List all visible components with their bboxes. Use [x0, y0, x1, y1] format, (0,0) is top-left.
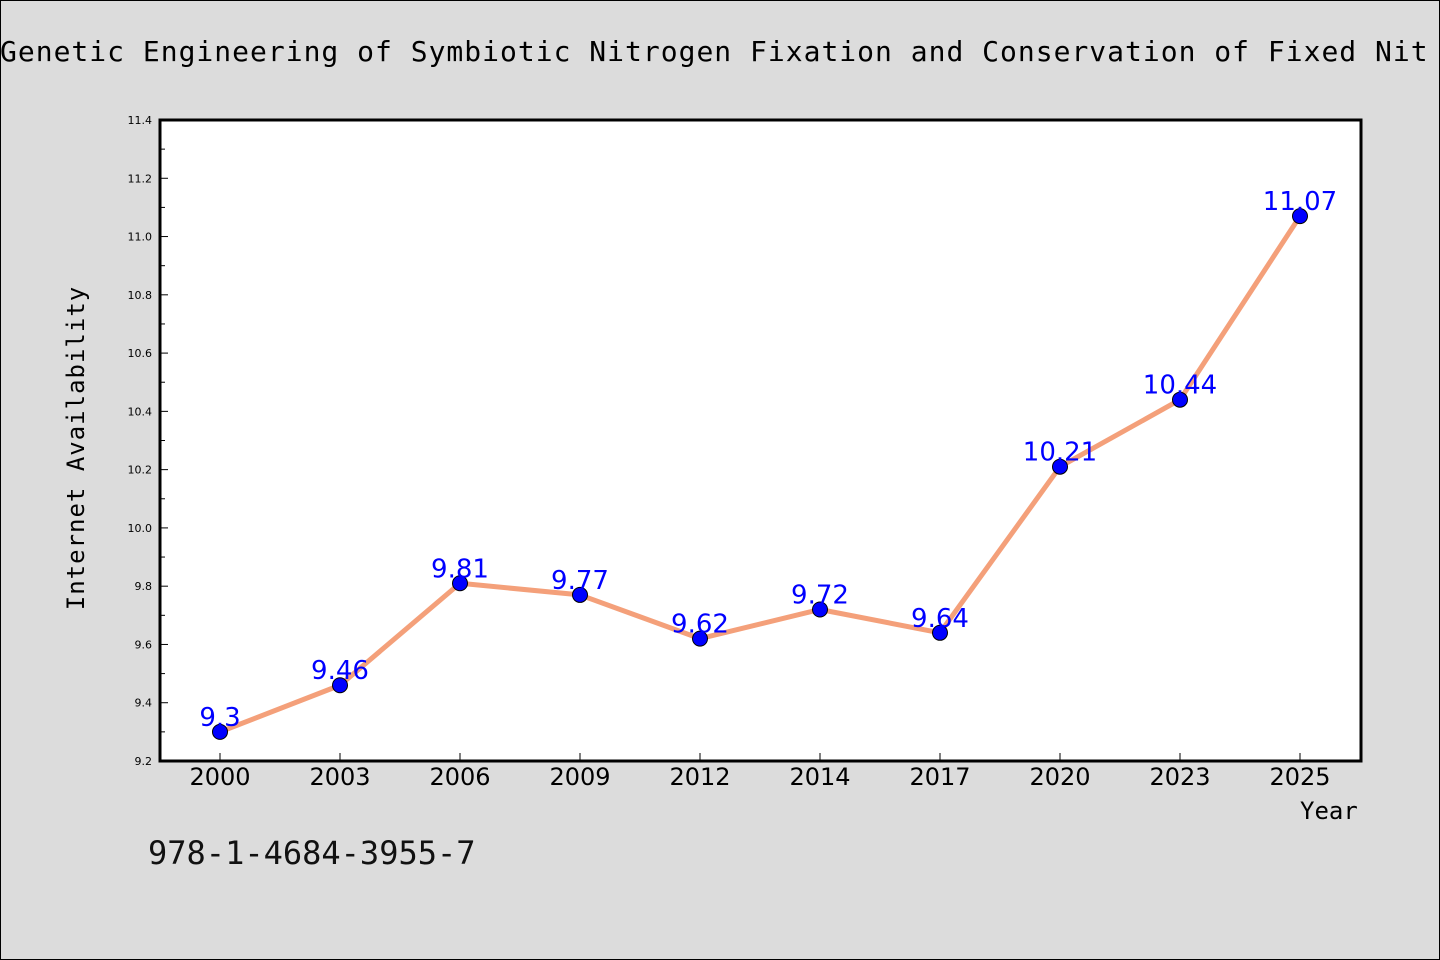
data-label: 10.44: [1143, 371, 1217, 401]
chart-title: Genetic Engineering of Symbiotic Nitroge…: [0, 35, 1429, 68]
data-point: [812, 601, 828, 618]
data-point: [932, 624, 948, 641]
data-point: [212, 723, 228, 740]
data-label: 9.62: [671, 610, 729, 640]
data-point: [452, 575, 468, 592]
x-tick-label: 2025: [1269, 763, 1330, 791]
x-tick-label: 2023: [1149, 763, 1210, 791]
data-label: 9.46: [311, 656, 369, 686]
y-tick-label: 9.4: [135, 697, 153, 710]
y-tick-label: 11.4: [128, 114, 153, 127]
data-label: 10.21: [1023, 438, 1097, 468]
x-tick-label: 2017: [909, 763, 970, 791]
data-point: [572, 586, 588, 603]
y-tick-label: 11.0: [128, 231, 153, 244]
data-point: [1052, 458, 1068, 475]
data-point: [1292, 208, 1308, 225]
x-tick-label: 2012: [669, 763, 730, 791]
y-tick-label: 10.4: [128, 405, 153, 418]
isbn-text: 978-1-4684-3955-7: [148, 834, 476, 872]
data-label: 9.64: [911, 604, 969, 634]
data-point: [692, 630, 708, 647]
y-tick-label: 9.6: [135, 638, 153, 651]
series-group: [217, 213, 1303, 735]
x-axis-ticks: 2000 2003 2006 2009 2012 2014 2017 2020 2023 2025: [189, 753, 1331, 791]
y-tick-label: 10.8: [128, 289, 153, 302]
data-point: [332, 677, 348, 694]
y-tick-label: 11.2: [128, 172, 153, 185]
x-tick-label: 2003: [309, 763, 370, 791]
data-label: 9.72: [791, 580, 849, 610]
x-tick-label: 2020: [1029, 763, 1090, 791]
data-label: 9.3: [199, 703, 240, 733]
y-tick-label: 10.2: [128, 464, 153, 477]
x-axis-label: Year: [1300, 797, 1358, 825]
x-tick-label: 2014: [789, 763, 850, 791]
marker-group: [212, 208, 1308, 740]
data-label-group: 9.3 9.46 9.81 9.77 9.62 9.72 9.64 10.21 10.44 11.…: [199, 187, 1337, 733]
y-tick-label: 10.6: [128, 347, 153, 360]
x-tick-label: 2006: [429, 763, 490, 791]
y-tick-label: 10.0: [128, 522, 153, 535]
y-axis-ticks: 9.2 9.4 9.6 9.8 10.0 10.2 10.4 10.6 10.8 11.0 11.2…: [128, 114, 168, 768]
data-label: 11.07: [1263, 187, 1337, 217]
data-label: 9.77: [551, 566, 609, 596]
data-label: 9.81: [431, 554, 489, 584]
plot-area: [158, 118, 1363, 763]
x-tick-label: 2000: [189, 763, 250, 791]
data-point: [1172, 391, 1188, 408]
y-tick-label: 9.2: [135, 755, 153, 768]
y-tick-label: 9.8: [135, 580, 153, 593]
series-line: [217, 213, 1303, 735]
x-tick-label: 2009: [549, 763, 610, 791]
